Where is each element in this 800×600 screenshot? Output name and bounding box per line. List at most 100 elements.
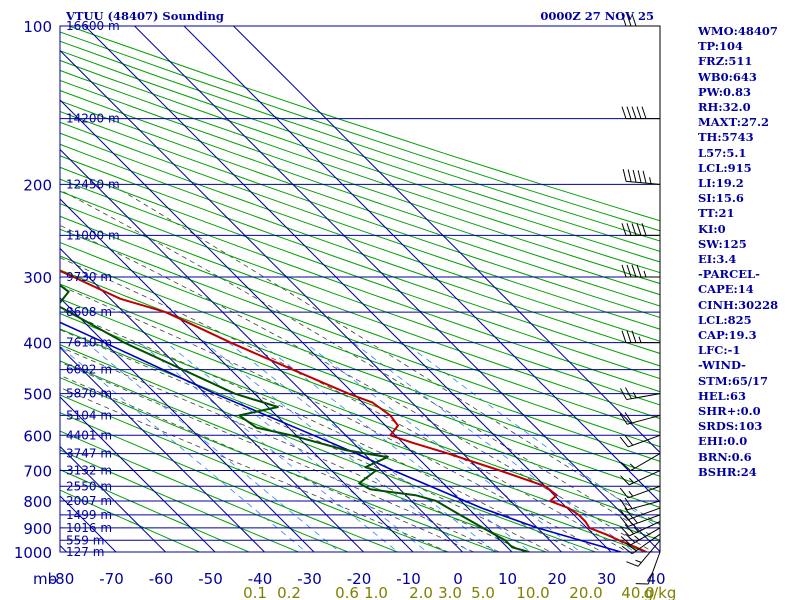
index-item: L57:5.1 — [698, 145, 747, 160]
pressure-tick-label: 800 — [23, 493, 52, 511]
pressure-tick-label: 500 — [23, 386, 52, 404]
mixing-ratio-label: 5.0 — [471, 584, 495, 600]
mixing-ratio-label: 10.0 — [516, 584, 549, 600]
dry-adiabat-line — [60, 132, 660, 342]
wind-barb — [620, 527, 661, 546]
index-item: SI:15.6 — [698, 191, 744, 206]
moist-adiabat-line — [60, 224, 654, 552]
dry-adiabat-line — [60, 469, 251, 552]
mixing-ratio-label: 1.0 — [364, 584, 388, 600]
isotherm-line — [84, 26, 612, 552]
index-item: PW:0.83 — [698, 84, 752, 99]
index-item: -WIND- — [698, 358, 746, 373]
mixing-ratio-label: 3.0 — [438, 584, 462, 600]
isotherms — [0, 26, 660, 563]
pressure-tick-label: 1000 — [14, 544, 52, 562]
dry-adiabat-line — [60, 166, 660, 380]
index-item: -PARCEL- — [698, 267, 760, 282]
temperature-tick-label: 20 — [547, 570, 566, 588]
wind-barb — [621, 106, 660, 120]
wind-barb — [621, 223, 660, 236]
index-item: WMO:48407 — [698, 24, 778, 38]
mixing-ratio-label: 0.6 — [335, 584, 359, 600]
dry-adiabats — [60, 26, 660, 552]
pressure-tick-label: 600 — [23, 427, 52, 445]
mixing-ratio-line — [228, 342, 497, 552]
isotherm-line — [0, 26, 28, 563]
isotherm-line — [60, 247, 365, 552]
profiles — [60, 269, 648, 552]
mixing-ratio-line — [60, 345, 307, 552]
wind-barb — [619, 485, 661, 499]
height-label: 4401 m — [66, 428, 112, 442]
height-label: 1499 m — [66, 508, 112, 522]
mixing-ratio-line — [353, 342, 636, 552]
parcel-trace — [60, 321, 622, 552]
chart-title: VTUU (48407) Sounding — [65, 9, 224, 23]
index-item: CAPE:14 — [698, 282, 754, 297]
isotherm-line — [60, 198, 414, 552]
height-label: 6692 m — [66, 363, 112, 377]
dry-adiabat-line — [60, 59, 660, 263]
height-label: 11000 m — [66, 228, 120, 242]
temperature-tick-label: -80 — [50, 570, 75, 588]
moist-adiabat-line — [60, 189, 660, 542]
dry-adiabat-line — [60, 69, 660, 274]
moist-adiabat-line — [60, 374, 475, 552]
dry-adiabat-line — [60, 155, 660, 367]
index-item: STM:65/17 — [698, 373, 769, 388]
isotherm-line — [183, 26, 660, 503]
dry-adiabat-line — [60, 241, 660, 462]
temperature-tick-label: 0 — [453, 570, 463, 588]
temperature-tick-label: -70 — [99, 570, 124, 588]
index-item: TH:5743 — [698, 130, 754, 145]
mixing-ratio-line — [139, 342, 399, 552]
dry-adiabat-line — [60, 190, 660, 406]
dry-adiabat-line — [60, 430, 350, 552]
wind-barb — [635, 551, 661, 585]
index-item: MAXT:27.2 — [698, 115, 769, 130]
isotherm-line — [60, 445, 167, 552]
dry-adiabat-line — [60, 215, 660, 434]
height-label: 3747 m — [66, 447, 112, 461]
height-label: 5104 m — [66, 408, 112, 422]
pressure-tick-label: 100 — [23, 18, 52, 36]
height-label: 2007 m — [66, 494, 112, 508]
index-item: HEL:63 — [698, 388, 746, 403]
dry-adiabat-line — [60, 228, 660, 448]
pressure-tick-label: 900 — [23, 520, 52, 538]
index-item: FRZ:511 — [698, 54, 753, 69]
isotherm-line — [60, 346, 266, 552]
wind-barb — [620, 521, 661, 537]
wind-barb — [620, 453, 661, 472]
temperature-tick-label: -10 — [396, 570, 421, 588]
index-item: BSHR:24 — [698, 464, 757, 479]
isotherm-line — [60, 99, 513, 552]
mixing-ratio-label: 2.0 — [409, 584, 433, 600]
isotherm-line — [60, 148, 464, 552]
temperature-tick-label: 30 — [597, 570, 616, 588]
mixing-ratio-line — [86, 342, 341, 552]
isobars — [59, 25, 661, 553]
isotherm-line — [233, 26, 660, 454]
wind-barb — [621, 264, 660, 278]
index-item: KI:0 — [698, 221, 726, 236]
height-label: 16600 m — [66, 19, 120, 33]
mixing-ratio-label: 20.0 — [569, 584, 602, 600]
mixing-ratio-line — [304, 342, 582, 552]
dry-adiabat-line — [60, 412, 399, 552]
height-label: 12450 m — [66, 177, 120, 191]
temperature-tick-label: 10 — [498, 570, 517, 588]
temperature-tick-label: -40 — [248, 570, 273, 588]
dry-adiabat-line — [60, 203, 660, 420]
index-item: EHI:0.0 — [698, 434, 748, 449]
pressure-tick-label: 200 — [23, 176, 52, 194]
mixing-ratio-label: 0.1 — [243, 584, 267, 600]
wind-barb — [621, 13, 660, 27]
dry-adiabat-line — [60, 283, 660, 508]
isotherm-line — [134, 26, 660, 552]
wind-barb — [621, 330, 660, 344]
dry-adiabat-line — [60, 90, 660, 296]
